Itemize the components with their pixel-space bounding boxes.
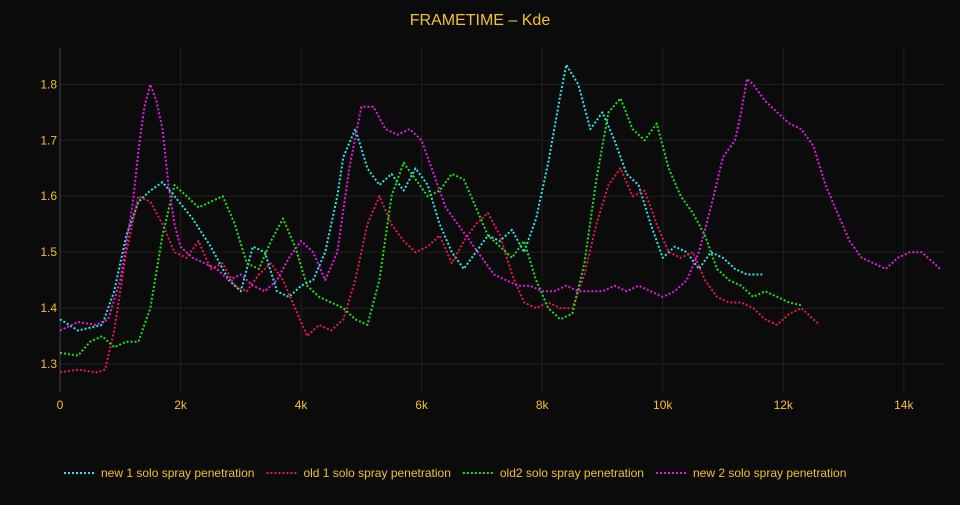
legend-label: old2 solo spray penetration xyxy=(500,466,644,480)
x-tick-label: 6k xyxy=(415,398,429,412)
x-tick-label: 12k xyxy=(774,398,794,412)
y-tick-label: 1.7 xyxy=(40,133,57,147)
y-tick-label: 1.6 xyxy=(40,189,57,203)
legend[interactable]: new 1 solo spray penetration old 1 solo s… xyxy=(64,466,846,480)
grid-layer xyxy=(59,48,946,392)
legend-label: new 2 solo spray penetration xyxy=(693,466,846,480)
x-tick-label: 8k xyxy=(536,398,550,412)
y-tick-label: 1.3 xyxy=(40,357,57,371)
series-layer xyxy=(59,63,941,374)
series-line-2[interactable] xyxy=(59,167,821,374)
series-line-3[interactable] xyxy=(59,97,802,357)
x-tick-label: 14k xyxy=(894,398,914,412)
series-line-4[interactable] xyxy=(59,77,941,332)
legend-item-3[interactable]: old2 solo spray penetration xyxy=(462,466,644,480)
legend-item-1[interactable]: new 1 solo spray penetration xyxy=(64,466,254,480)
x-tick-label: 10k xyxy=(653,398,673,412)
legend-label: new 1 solo spray penetration xyxy=(101,466,254,480)
x-tick-label: 2k xyxy=(174,398,188,412)
y-tick-label: 1.8 xyxy=(40,77,57,91)
y-tick-label: 1.5 xyxy=(40,245,57,259)
legend-item-2[interactable]: old 1 solo spray penetration xyxy=(266,466,451,480)
x-tick-label: 4k xyxy=(295,398,309,412)
series-line-1[interactable] xyxy=(59,63,763,332)
chart-title: FRAMETIME – Kde xyxy=(410,12,551,29)
legend-item-4[interactable]: new 2 solo spray penetration xyxy=(655,466,846,480)
axis-layer: 0 2k 4k 6k 8k 10k 12k 14k 1.3 1.4 1.5 1.6 1.7 1.8 xyxy=(40,48,914,412)
legend-label: old 1 solo spray penetration xyxy=(303,466,450,480)
x-tick-label: 0 xyxy=(57,398,64,412)
y-tick-label: 1.4 xyxy=(40,301,57,315)
